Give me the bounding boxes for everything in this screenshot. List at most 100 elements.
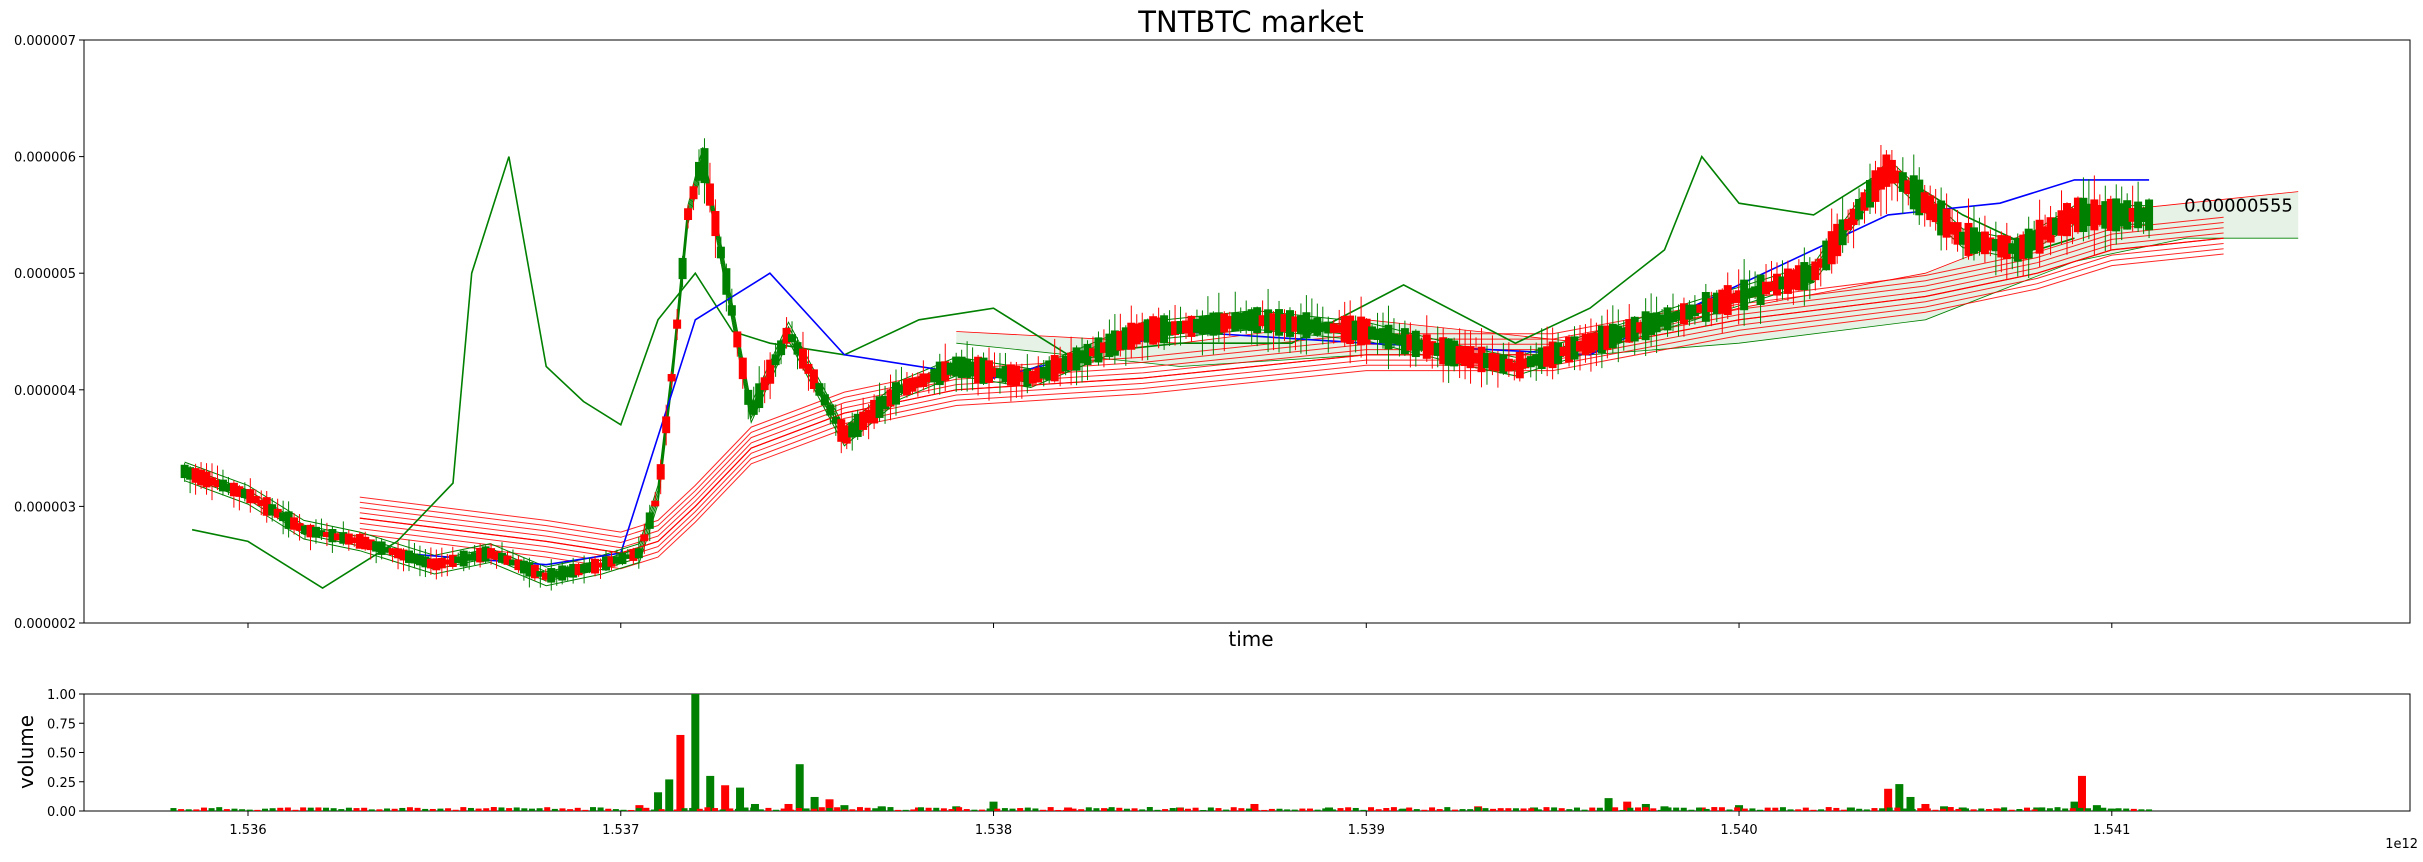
volume-bar bbox=[1958, 807, 1967, 811]
volume-bar-small bbox=[1963, 808, 1970, 811]
candle-body bbox=[1619, 327, 1628, 338]
candle-body bbox=[744, 389, 753, 405]
candle-body bbox=[1094, 337, 1103, 363]
candle-body bbox=[1636, 322, 1645, 333]
candle-body bbox=[1072, 347, 1081, 371]
volume-bar-small bbox=[2024, 807, 2031, 811]
volume-bar-small bbox=[544, 807, 551, 811]
volume-bar-small bbox=[2085, 808, 2092, 811]
candle-body bbox=[525, 562, 534, 577]
volume-bar-small bbox=[1322, 808, 1329, 811]
candle-body bbox=[388, 548, 397, 556]
volume-bar-small bbox=[635, 808, 642, 811]
candle-body bbox=[2095, 205, 2104, 225]
volume-bar-small bbox=[1642, 807, 1649, 811]
volume-bar-small bbox=[284, 807, 291, 811]
candle-body bbox=[404, 550, 413, 563]
volume-bar-small bbox=[269, 808, 276, 811]
volume-bar-small bbox=[1375, 809, 1382, 811]
candle-body bbox=[279, 512, 288, 522]
volume-bar-small bbox=[1345, 807, 1352, 811]
y-tick-label: 0.000007 bbox=[14, 34, 76, 49]
candle-body bbox=[2002, 235, 2011, 260]
candle-body bbox=[1203, 315, 1212, 334]
volume-bar-small bbox=[651, 809, 658, 811]
candle-body bbox=[1335, 324, 1344, 333]
candle-body bbox=[1652, 312, 1661, 333]
volume-bar-small bbox=[1734, 807, 1741, 811]
x-tick-label: 1.540 bbox=[1720, 823, 1757, 838]
volume-bar-small bbox=[2146, 809, 2153, 811]
candle-body bbox=[1067, 352, 1076, 371]
candle-body bbox=[1510, 362, 1519, 371]
candle-body bbox=[1280, 314, 1289, 332]
volume-bar-small bbox=[1139, 809, 1146, 811]
volume-bar-small bbox=[1337, 808, 1344, 811]
candle-body bbox=[826, 404, 835, 416]
candle-body bbox=[1794, 265, 1803, 291]
candle-body bbox=[1488, 353, 1497, 371]
candle-body bbox=[1121, 327, 1130, 350]
volume-bar-small bbox=[1284, 809, 1291, 811]
volume-bar bbox=[721, 785, 730, 811]
volume-bar bbox=[2092, 805, 2101, 811]
candle-body bbox=[1083, 343, 1092, 366]
candle-body bbox=[1920, 192, 1929, 213]
candle-body bbox=[1324, 321, 1333, 334]
volume-bar-small bbox=[719, 809, 726, 811]
volume-bar-small bbox=[2008, 809, 2015, 811]
candle-body bbox=[180, 464, 189, 479]
candle-body bbox=[1756, 274, 1765, 306]
volume-bar-small bbox=[1825, 807, 1832, 811]
volume-bar-small bbox=[1421, 809, 1428, 811]
volume-bar-small bbox=[467, 807, 474, 811]
volume-bar-small bbox=[948, 809, 955, 811]
volume-bar-small bbox=[1123, 808, 1130, 811]
volume-bar-small bbox=[1024, 807, 1031, 811]
volume-bar-small bbox=[1772, 807, 1779, 811]
candle-body bbox=[1701, 292, 1710, 322]
volume-bar-small bbox=[1696, 807, 1703, 811]
candle-body bbox=[273, 508, 282, 518]
volume-bar-small bbox=[1276, 808, 1283, 811]
candle-body bbox=[580, 564, 589, 573]
candle-body bbox=[1986, 237, 1995, 251]
volume-bar-small bbox=[1711, 807, 1718, 811]
volume-bar-small bbox=[1894, 807, 1901, 811]
candle-body bbox=[1220, 313, 1229, 333]
candle-body bbox=[1592, 332, 1601, 350]
volume-bar-small bbox=[658, 809, 665, 811]
volume-bar-small bbox=[292, 809, 299, 811]
candle-body bbox=[1969, 227, 1978, 254]
y-tick-label: 0.000004 bbox=[14, 384, 76, 399]
volume-bar bbox=[1325, 807, 1334, 811]
volume-bar-small bbox=[1116, 807, 1123, 811]
candle-body bbox=[1012, 365, 1021, 386]
candle-body bbox=[1537, 347, 1546, 370]
volume-bar-small bbox=[1764, 807, 1771, 811]
volume-bar-small bbox=[1818, 809, 1825, 811]
candle-body bbox=[2035, 219, 2044, 254]
volume-bar bbox=[750, 803, 759, 811]
candle-body bbox=[618, 552, 627, 565]
candle-body bbox=[1110, 330, 1119, 356]
volume-bar-small bbox=[2046, 808, 2053, 811]
candle-body bbox=[1209, 312, 1218, 336]
candle-body bbox=[1931, 203, 1940, 223]
candle-body bbox=[541, 572, 550, 580]
candle-body bbox=[1855, 198, 1864, 220]
candle-body bbox=[1428, 341, 1437, 355]
volume-bar bbox=[665, 779, 674, 811]
volume-bar-small bbox=[490, 807, 497, 811]
candle-body bbox=[864, 409, 873, 423]
candle-body bbox=[1586, 333, 1595, 353]
candle-body bbox=[508, 559, 517, 566]
volume-bar bbox=[784, 803, 793, 811]
candle-body bbox=[924, 373, 933, 383]
candle-body bbox=[1669, 312, 1678, 322]
volume-bar-small bbox=[1665, 807, 1672, 811]
candle-body bbox=[1406, 334, 1415, 351]
volume-bar-small bbox=[666, 809, 673, 811]
candle-body bbox=[437, 558, 446, 569]
candle-body bbox=[870, 399, 879, 424]
